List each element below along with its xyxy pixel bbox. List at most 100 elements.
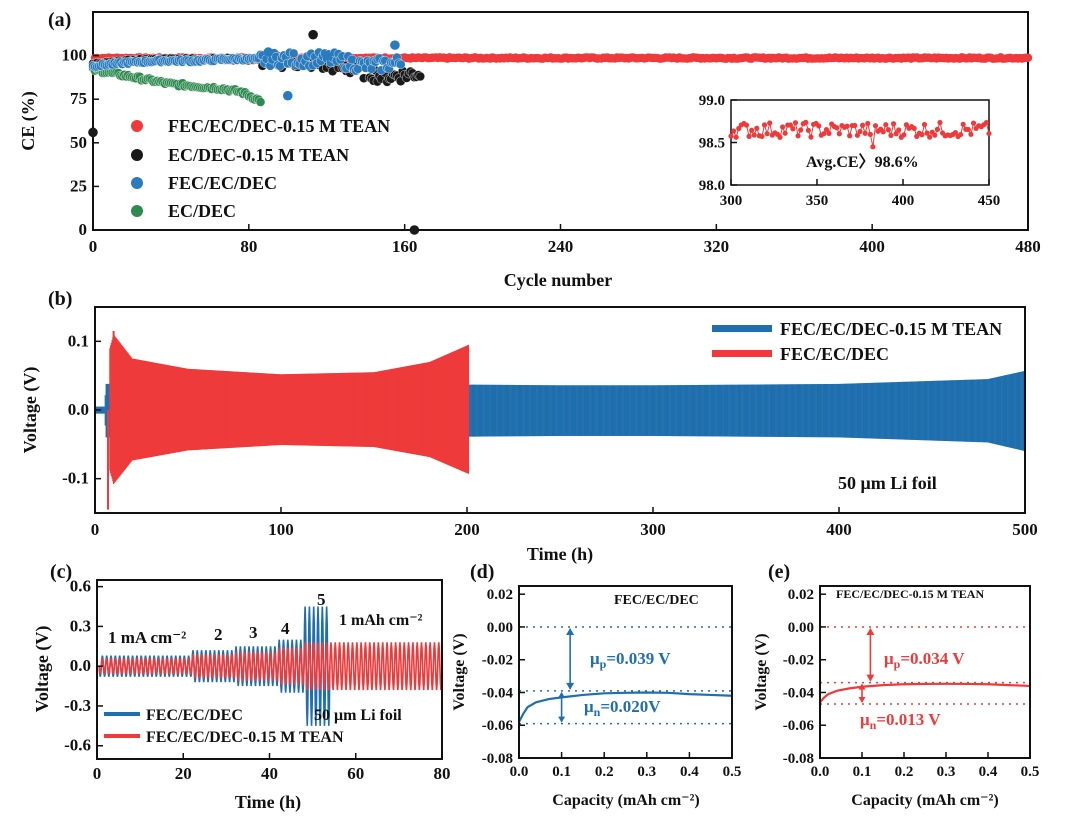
- panel-d-ytick-label: -0.02: [482, 653, 513, 669]
- rate-label-5: 5: [317, 590, 326, 609]
- inset-marker: [885, 127, 891, 133]
- panel-e-ytick-label: -0.04: [783, 685, 815, 701]
- inset-xtick-label: 300: [720, 193, 743, 209]
- legend-label-c2: FEC/EC/DEC-0.15 M TEAN: [146, 729, 344, 746]
- rate-label-4: 4: [281, 619, 290, 638]
- legend-marker-a2: [131, 149, 143, 161]
- rate-label-1: 1 mA cm⁻²: [108, 628, 186, 647]
- panel-c-xtick-label: 20: [175, 764, 192, 783]
- panel-b-ticks: 0 100 200 300 400 500 -0.1 0.0 0.1: [62, 331, 1038, 539]
- panel-d-mu-p-label: μp=0.039 V: [590, 649, 671, 671]
- panel-d-xtick-label: 0.4: [680, 764, 699, 780]
- inset-marker: [952, 130, 959, 136]
- inset-marker: [816, 123, 822, 129]
- marker-fec-tean: [1023, 53, 1033, 62]
- inset-marker: [761, 122, 768, 128]
- inset-marker: [746, 133, 752, 139]
- panel-d-ytick-label: 0.02: [487, 587, 513, 603]
- panel-c-legend: FEC/EC/DEC FEC/EC/DEC-0.15 M TEAN: [104, 707, 344, 746]
- inset-marker: [733, 134, 739, 140]
- inset-marker: [777, 134, 783, 140]
- panel-d-mu-p-arrowhead-down: [566, 682, 575, 690]
- inset-marker: [960, 121, 966, 127]
- panel-c: (c) 0 20 40 60 80-0.6-0.30.00.30.6 Time (h) …: [32, 561, 451, 813]
- panel-a-xlabel: Cycle number: [504, 270, 612, 290]
- inset-marker: [749, 127, 755, 133]
- inset-marker: [821, 131, 827, 137]
- panel-d-plot: [518, 626, 733, 725]
- marker-blue-outlier: [282, 90, 293, 101]
- panel-b-legend: FEC/EC/DEC-0.15 M TEAN FEC/EC/DEC: [712, 319, 1002, 364]
- panel-d-mu-n-subscript: n: [594, 705, 601, 719]
- panel-d-xlabel: Capacity (mAh cm⁻²): [552, 792, 699, 809]
- inset-marker: [937, 119, 943, 126]
- panel-d-xtick-label: 0.1: [552, 764, 571, 780]
- inset-marker: [754, 125, 760, 131]
- panel-e-title: FEC/EC/DEC-0.15 M TEAN: [836, 587, 984, 601]
- panel-c-tag: (c): [50, 561, 72, 583]
- inset-marker: [986, 130, 992, 137]
- inset-marker: [780, 124, 786, 130]
- legend-line-b2: [712, 350, 772, 357]
- panel-c-annotation-foil: 50 μm Li foil: [314, 707, 402, 724]
- panel-e-mu-p-symbol: μ: [884, 649, 894, 668]
- red-trace: [98, 642, 443, 691]
- panel-e-voltage-curve: [819, 682, 1031, 704]
- panel-a-markers: [88, 29, 1033, 235]
- inset-marker: [790, 126, 796, 132]
- inset-marker: [921, 121, 928, 128]
- panel-d: (d) 0.0 0.1 0.2 0.3 0.4 0.5 -0.08 -0.06 -0.04 -0.…: [451, 561, 741, 809]
- inset-marker: [826, 130, 832, 136]
- panel-d-mu-n-arrowhead-down: [558, 716, 566, 723]
- panel-b-xtick-label: 100: [268, 520, 294, 539]
- panel-b-tag: (b): [48, 288, 72, 310]
- legend-label-b1: FEC/EC/DEC-0.15 M TEAN: [780, 319, 1002, 339]
- panel-a-xtick-label: 160: [392, 237, 418, 256]
- inset-ticks: 300 350 400 450 98.0 98.5 99.0: [699, 93, 1001, 209]
- inset-marker: [782, 130, 788, 136]
- panel-c-xlabel: Time (h): [235, 792, 301, 813]
- panel-e-mu-n-arrowhead-down: [858, 696, 866, 703]
- panel-e-xtick-label: 0.0: [811, 764, 830, 780]
- panel-d-mu-n-label: μn=0.020V: [584, 697, 661, 719]
- panel-e-ticks: 0.0 0.1 0.2 0.3 0.4 0.5 -0.08 -0.06 -0.04 -0.02 0.…: [783, 587, 1040, 780]
- legend-label-a1: FEC/EC/DEC-0.15 M TEAN: [168, 116, 390, 136]
- panel-b-plot: [94, 331, 1026, 510]
- panel-d-mu-n-symbol: μ: [584, 697, 594, 716]
- inset-marker: [836, 131, 842, 137]
- panel-c-plot: [98, 606, 443, 726]
- inset-marker: [919, 132, 925, 138]
- inset-ytick-label: 99.0: [699, 93, 725, 109]
- panel-c-xtick-label: 40: [261, 764, 278, 783]
- panel-d-ticks: 0.0 0.1 0.2 0.3 0.4 0.5 -0.08 -0.06 -0.04 -0.02 0.…: [482, 587, 742, 780]
- inset-markers: [728, 119, 992, 150]
- panel-e: (e) 0.0 0.1 0.2 0.3 0.4 0.5 -0.08 -0.06 -0.04 -0.…: [753, 561, 1039, 809]
- panel-d-mu-n-arrowhead-up: [558, 691, 566, 698]
- marker-black-outlier: [409, 225, 420, 235]
- panel-b-ylabel: Voltage (V): [20, 367, 41, 454]
- panel-e-xlabel: Capacity (mAh cm⁻²): [851, 792, 998, 809]
- inset-marker: [728, 133, 734, 139]
- panel-e-ytick-label: 0.00: [788, 620, 814, 636]
- panel-c-xtick-label: 60: [347, 764, 364, 783]
- panel-b-ytick-label: -0.1: [62, 469, 89, 488]
- panel-c-ylabel: Voltage (V): [32, 626, 53, 713]
- panel-d-ytick-label: -0.08: [482, 751, 513, 767]
- panel-a: (a) 0 80 160 240 320 400 480 0 25 50 75 100 Cycle n…: [18, 9, 1041, 290]
- panel-d-xtick-label: 0.0: [510, 764, 529, 780]
- inset-marker: [983, 119, 990, 126]
- rate-label-2: 2: [214, 625, 223, 644]
- panel-e-ytick-label: 0.02: [788, 587, 814, 603]
- panel-e-mu-n-symbol: μ: [860, 710, 870, 729]
- panel-d-xtick-label: 0.3: [637, 764, 656, 780]
- inset-marker: [847, 133, 853, 139]
- panel-b-ytick-label: 0.1: [68, 331, 89, 350]
- panel-d-voltage-curve: [518, 691, 733, 723]
- panel-a-ytick-label: 25: [70, 176, 87, 195]
- inset-xtick-label: 400: [892, 193, 915, 209]
- panel-a-inset: 300 350 400 450 98.0 98.5 99.0 Avg.CE〉98.6%: [699, 93, 1001, 209]
- panel-e-mu-n-subscript: n: [870, 718, 877, 732]
- inset-marker: [792, 120, 799, 126]
- panel-b-ytick-label: 0.0: [68, 400, 89, 419]
- panel-e-mu-p-subscript: p: [894, 657, 901, 671]
